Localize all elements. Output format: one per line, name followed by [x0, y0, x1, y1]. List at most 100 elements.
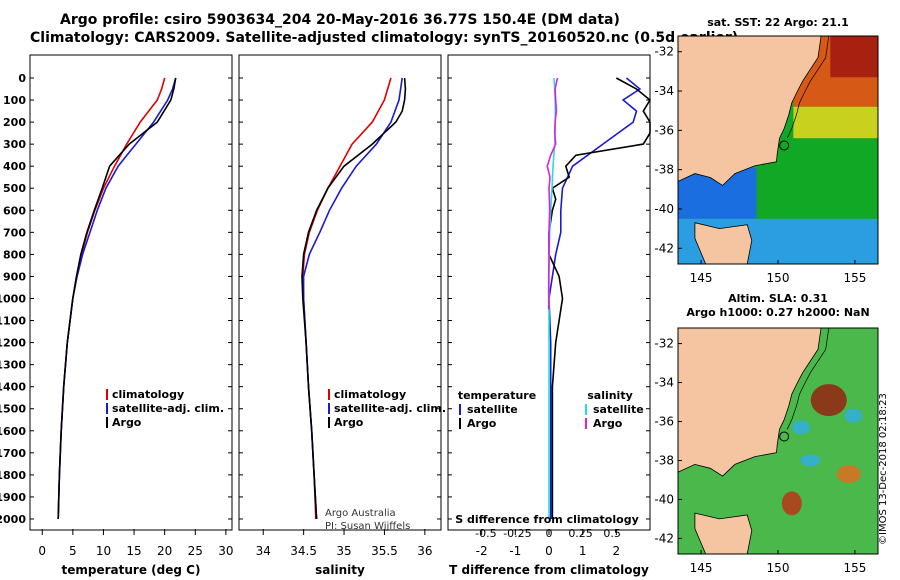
top-tick-label: 0.25 [568, 527, 593, 540]
x-tick-label: -2 [476, 544, 488, 558]
profile-panel-2: 34 34.5 35 35.5 36 salinity climatologysatelli… [238, 54, 446, 577]
copyright-watermark: ©IMOS 13-Dec-2018 02:18:23 [878, 393, 889, 545]
sst-hot [830, 36, 878, 78]
y-tick-label: 1800 [0, 469, 26, 482]
title-line-1: Argo profile: csiro 5903634_204 20-May-2… [60, 12, 620, 28]
x-axis-label: salinity [315, 563, 365, 577]
x-tick-label: 10 [96, 544, 111, 558]
top-tick-label: 0.5 [603, 527, 621, 540]
sla-high [836, 465, 861, 484]
y-tick-label: 1900 [0, 491, 26, 504]
panel-frame [29, 54, 233, 531]
x-tick-label: 0 [38, 544, 46, 558]
x-tick-label: 30 [218, 544, 233, 558]
title-line-2: Climatology: CARS2009. Satellite-adjuste… [30, 30, 739, 46]
top-tick-label: -0.5 [475, 527, 496, 540]
map-y-tick-label: -40 [654, 492, 674, 506]
legend-label: climatology [112, 388, 184, 401]
legend-label: Argo [593, 417, 623, 430]
land [678, 36, 822, 186]
map-y-tick-label: -42 [654, 241, 674, 255]
series-line-argo [301, 77, 407, 520]
map-y-tick-label: -34 [654, 376, 674, 390]
profile-panel-1: 0100200300400500600700800900100011001200… [0, 54, 234, 577]
map-title: Altim. SLA: 0.31 [728, 292, 828, 305]
map-x-tick-label: 150 [767, 271, 790, 285]
map-panel-2: 145 150 155 -32 -34 -36 -38 -40 -42 Altim. SLA: 0… [654, 292, 879, 575]
y-tick-label: 200 [3, 116, 26, 129]
y-tick-label: 1100 [0, 315, 26, 328]
y-tick-label: 1700 [0, 447, 26, 460]
panel-frame [238, 54, 442, 531]
legend-label: Argo [467, 417, 497, 430]
x-tick-label: 0 [545, 544, 553, 558]
legend-label: satellite [467, 403, 518, 416]
x-axis-label: T difference from climatology [449, 563, 649, 577]
map-y-tick-label: -40 [654, 202, 674, 216]
x-axis-label: temperature (deg C) [62, 563, 201, 577]
credit-line-2: PI: Susan Wijffels [325, 521, 411, 532]
series-line-t-argo [548, 77, 652, 519]
map-y-tick-label: -34 [654, 84, 674, 98]
y-tick-label: 600 [3, 204, 26, 217]
x-tick-label: -1 [509, 544, 521, 558]
x-tick-label: 35.5 [371, 544, 398, 558]
y-tick-label: 1500 [0, 403, 26, 416]
series-line-s-argo [546, 77, 559, 310]
map-subtitle: Argo h1000: 0.27 h2000: NaN [686, 306, 869, 319]
map-x-tick-label: 150 [767, 561, 790, 575]
sla-high [810, 384, 847, 417]
x-tick-label: 34 [256, 544, 271, 558]
map-y-tick-label: -42 [654, 531, 674, 545]
map-y-tick-label: -32 [654, 337, 674, 351]
argo-position-marker [779, 140, 790, 151]
y-tick-label: 400 [3, 160, 26, 173]
map-title: sat. SST: 22 Argo: 21.1 [707, 16, 849, 29]
map-field [678, 328, 878, 554]
map-y-tick-label: -36 [654, 123, 674, 137]
sla-high [781, 491, 802, 516]
x-tick-label: 35 [336, 544, 351, 558]
map-field [678, 36, 878, 264]
legend-label: climatology [334, 388, 406, 401]
series-line-argo [57, 77, 177, 520]
x-tick-label: 15 [126, 544, 141, 558]
sla-low [844, 408, 863, 423]
y-tick-label: 1000 [0, 292, 26, 305]
y-tick-label: 500 [3, 182, 26, 195]
y-tick-label: 1200 [0, 337, 26, 350]
credit-line-1: Argo Australia [325, 508, 396, 519]
top-tick-label: 0 [546, 527, 553, 540]
map-x-tick-label: 145 [690, 561, 713, 575]
x-tick-label: 34.5 [290, 544, 317, 558]
x-tick-label: 2 [613, 544, 621, 558]
legend-title: temperature [458, 389, 536, 402]
y-tick-label: 100 [3, 94, 26, 107]
argo-position-marker [779, 431, 790, 442]
land-tasmania [694, 512, 753, 554]
map-y-tick-label: -36 [654, 415, 674, 429]
land [678, 328, 822, 477]
series-line-t-satellite [548, 77, 642, 519]
shelf-contour [786, 328, 830, 430]
legend-label: satellite-adj. clim. [112, 402, 224, 415]
y-tick-label: 300 [3, 138, 26, 151]
sla-low [792, 420, 811, 435]
map-y-tick-label: -32 [654, 45, 674, 59]
y-tick-label: 900 [3, 270, 26, 283]
legend-title: salinity [587, 389, 633, 402]
y-tick-label: 1400 [0, 381, 26, 394]
x-tick-label: 25 [188, 544, 203, 558]
map-x-tick-label: 155 [843, 561, 866, 575]
y-tick-label: 800 [3, 248, 26, 261]
map-y-tick-label: -38 [654, 163, 674, 177]
y-tick-label: 1600 [0, 425, 26, 438]
profile-panel-3: -2 -1 0 1 2 T difference from climatology temp… [447, 54, 652, 577]
land-tasmania [694, 222, 753, 264]
map-x-tick-label: 155 [843, 271, 866, 285]
legend-label: satellite-adj. clim. [334, 402, 446, 415]
map-y-tick-label: -38 [654, 453, 674, 467]
y-tick-label: 0 [18, 72, 26, 85]
legend-label: Argo [112, 416, 142, 429]
x-tick-label: 36 [417, 544, 432, 558]
